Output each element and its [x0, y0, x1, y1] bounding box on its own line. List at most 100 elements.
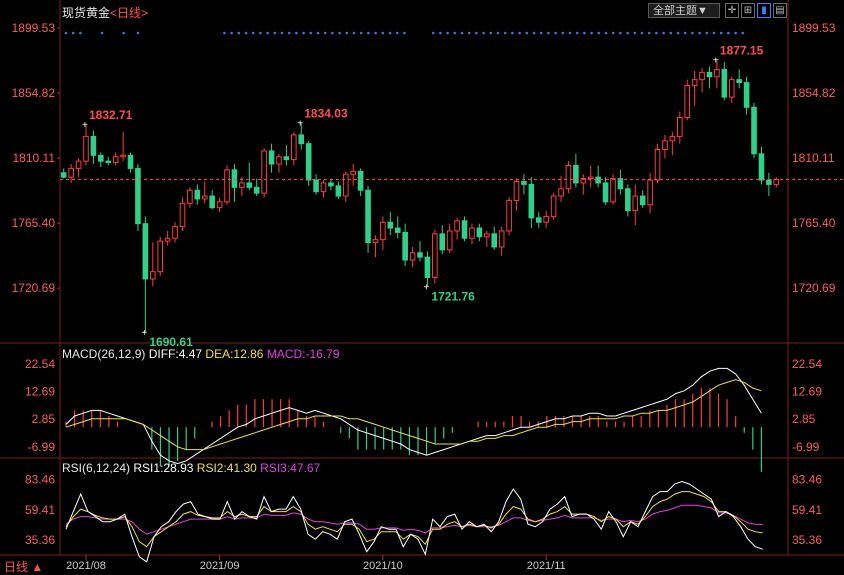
candle-body [268, 150, 275, 165]
candle-body [149, 271, 156, 280]
candle-body [758, 153, 765, 181]
event-dot [619, 31, 622, 35]
candle-body [172, 226, 178, 239]
crosshair-icon[interactable]: ✛ [725, 3, 739, 18]
candle-body [342, 173, 349, 197]
candle-body [216, 201, 223, 209]
candle-body [98, 154, 104, 162]
macd-diff-line [65, 367, 762, 465]
event-dot [597, 31, 601, 35]
candle-body [357, 170, 364, 191]
candle-body [528, 183, 535, 219]
event-dot [727, 31, 730, 35]
instrument-title: 现货黄金<日线> [62, 4, 148, 21]
candle-body [127, 154, 134, 169]
event-dot [741, 31, 745, 35]
macd-tick-left: 2.85 [32, 412, 56, 426]
annotation-low-1-marker: + [141, 328, 147, 339]
candle-body [394, 227, 401, 233]
theme-selector[interactable]: 全部主题▼ [648, 3, 720, 18]
candle-body [142, 223, 149, 280]
candle-body [513, 181, 520, 201]
candle-body [201, 195, 208, 200]
fit-icon[interactable]: ⊞ [741, 3, 755, 18]
event-dot [388, 31, 392, 35]
rsi-layer [65, 480, 763, 563]
price-tick-left: 1765.40 [12, 216, 56, 230]
event-dot [489, 31, 493, 35]
candle-body [120, 154, 126, 158]
candle-body [90, 135, 97, 156]
candle-body [461, 220, 468, 239]
event-dot [439, 31, 442, 35]
event-dot [323, 31, 327, 35]
event-dot [251, 31, 255, 35]
panel-icon[interactable]: ▤ [773, 3, 787, 18]
layout-icon[interactable]: ▮ [757, 3, 771, 18]
price-tick-right: 1765.40 [792, 216, 836, 230]
candle-body [714, 68, 720, 78]
event-dot [237, 31, 241, 35]
rsi1-value: RSI1:28.93 [133, 461, 194, 475]
event-dot [453, 31, 457, 35]
event-dot [352, 31, 356, 35]
event-dot [611, 31, 615, 35]
event-dot [525, 31, 529, 35]
period-selector[interactable]: 日线 ▲ [4, 560, 44, 574]
event-dot [64, 31, 68, 35]
candle-body [721, 68, 728, 98]
candle-body [439, 233, 446, 251]
macd-tick-right: -6.99 [792, 440, 820, 454]
candle-body [261, 150, 267, 194]
candle-body [484, 233, 490, 238]
candle-body [469, 227, 475, 239]
candle-body [157, 240, 164, 273]
candle-body [380, 221, 386, 241]
candle-body [313, 179, 319, 193]
candle-body [239, 182, 245, 188]
annotation-low-2: 1721.76 [431, 289, 475, 303]
event-dot [273, 31, 277, 35]
price-tick-left: 1899.53 [12, 21, 56, 35]
annotation-low-1: 1690.61 [149, 335, 193, 349]
macd-tick-right: 22.54 [792, 357, 822, 371]
candle-body [736, 79, 742, 84]
event-dot [316, 31, 320, 35]
candle-body [773, 178, 780, 185]
candle-body [684, 84, 691, 118]
candle-body [298, 134, 305, 145]
event-dot [554, 31, 557, 35]
macd-dea-line [65, 379, 762, 451]
candle-body [402, 231, 408, 261]
candle-body [617, 178, 624, 190]
candle-body [580, 178, 587, 184]
rsi1-line [65, 480, 763, 563]
candle-body [766, 179, 772, 185]
timeframe-label[interactable]: <日线> [110, 6, 149, 20]
candle-body [743, 82, 750, 108]
event-dot [475, 31, 478, 35]
candle-body [573, 164, 579, 184]
candle-body [662, 140, 668, 150]
time-axis-label: 2021/11 [527, 560, 566, 572]
candle-body [521, 181, 527, 185]
candles-layer: +1832.71+1690.61+1834.03+1721.76+1877.15 [60, 44, 844, 349]
candle-body [409, 252, 416, 261]
macd-hist-value: MACD:-16.79 [266, 347, 340, 361]
rsi-label: RSI(6,12,24) [62, 461, 131, 475]
chart-frame [0, 0, 844, 556]
macd-tick-right: 2.85 [792, 412, 816, 426]
rsi2-line [65, 491, 763, 548]
event-dot [338, 31, 341, 35]
event-dot [590, 31, 593, 35]
macd-tick-right: 12.69 [792, 385, 822, 399]
event-dot [647, 31, 651, 35]
candle-body [625, 188, 631, 212]
event-dot [662, 31, 665, 35]
candle-body [610, 178, 616, 203]
event-dot [568, 31, 572, 35]
event-dot [676, 31, 680, 35]
event-dot [374, 31, 377, 35]
